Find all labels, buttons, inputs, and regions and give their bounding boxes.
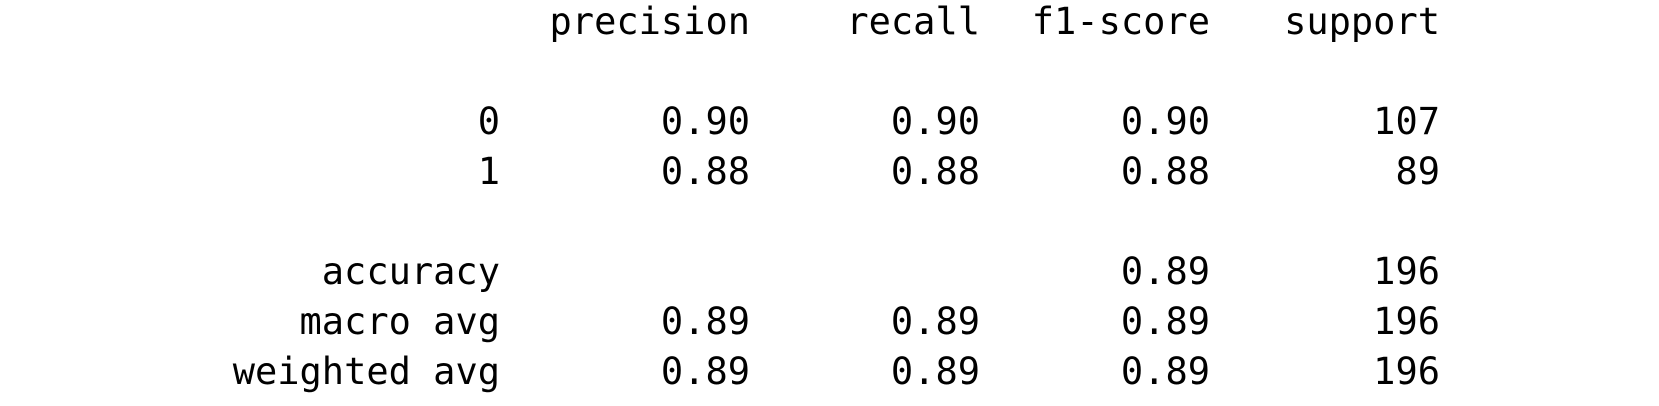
- row-label: 0: [477, 100, 500, 143]
- row-label: accuracy: [321, 250, 500, 293]
- header-precision: precision: [549, 0, 750, 43]
- header-support: support: [1284, 0, 1440, 43]
- support-value: 196: [1373, 250, 1440, 293]
- precision-value: 0.88: [660, 150, 750, 193]
- support-value: 196: [1373, 300, 1440, 343]
- recall-value: 0.88: [890, 150, 980, 193]
- precision-value: 0.89: [660, 350, 750, 393]
- precision-value: 0.89: [660, 300, 750, 343]
- support-value: 107: [1373, 100, 1440, 143]
- precision-value: 0.90: [660, 100, 750, 143]
- row-label: macro avg: [299, 300, 500, 343]
- support-value: 196: [1373, 350, 1440, 393]
- support-value: 89: [1395, 150, 1440, 193]
- row-label: 1: [477, 150, 500, 193]
- header-recall: recall: [846, 0, 980, 43]
- f1-score-value: 0.89: [1120, 350, 1210, 393]
- header-f1-score: f1-score: [1031, 0, 1210, 43]
- recall-value: 0.89: [890, 350, 980, 393]
- row-label: weighted avg: [232, 350, 500, 393]
- f1-score-value: 0.88: [1120, 150, 1210, 193]
- recall-value: 0.89: [890, 300, 980, 343]
- f1-score-value: 0.89: [1120, 300, 1210, 343]
- recall-value: 0.90: [890, 100, 980, 143]
- f1-score-value: 0.89: [1120, 250, 1210, 293]
- f1-score-value: 0.90: [1120, 100, 1210, 143]
